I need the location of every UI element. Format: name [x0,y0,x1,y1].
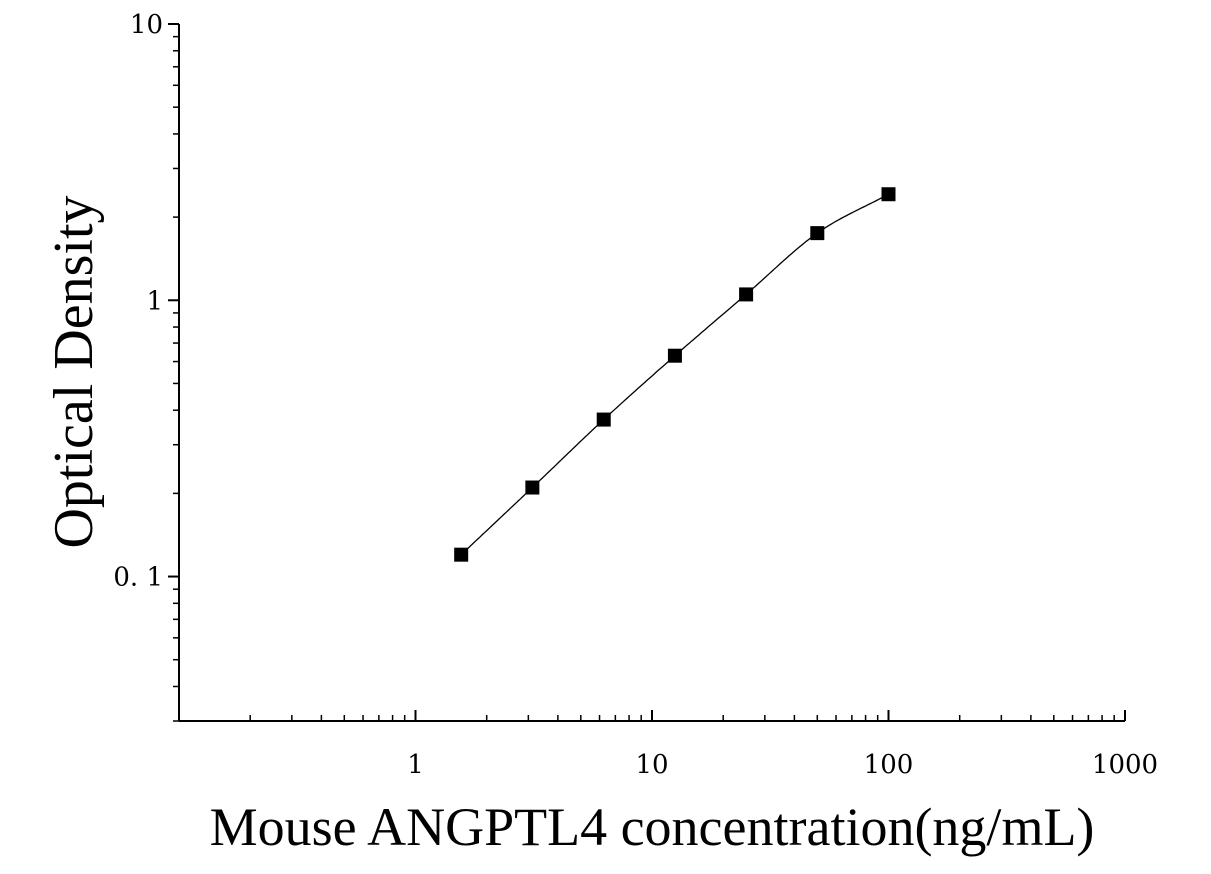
x-tick-label: 1000 [1092,750,1158,780]
y-tick-labels: 0. 1 1 10 [113,10,163,593]
data-points [454,187,896,562]
y-tick-label: 1 [146,286,163,316]
x-axis-title: Mouse ANGPTL4 concentration(ng/mL) [210,797,1095,857]
data-point [525,480,540,495]
data-point [596,412,611,427]
y-tick-label: 0. 1 [113,563,163,593]
x-tick-label: 100 [864,750,914,780]
y-tick-label: 10 [130,10,163,40]
data-point [454,547,469,562]
data-point [667,348,682,363]
x-tick-label: 1 [407,750,424,780]
x-tick-label: 10 [635,750,668,780]
x-tick-labels: 1 10 100 1000 [407,750,1158,780]
data-point [881,187,896,202]
fit-curve [460,193,889,556]
x-major-ticks [414,710,1126,721]
data-point [810,226,825,241]
data-point [739,287,754,302]
y-axis-title: Optical Density [43,195,105,548]
y-major-ticks [168,23,179,578]
